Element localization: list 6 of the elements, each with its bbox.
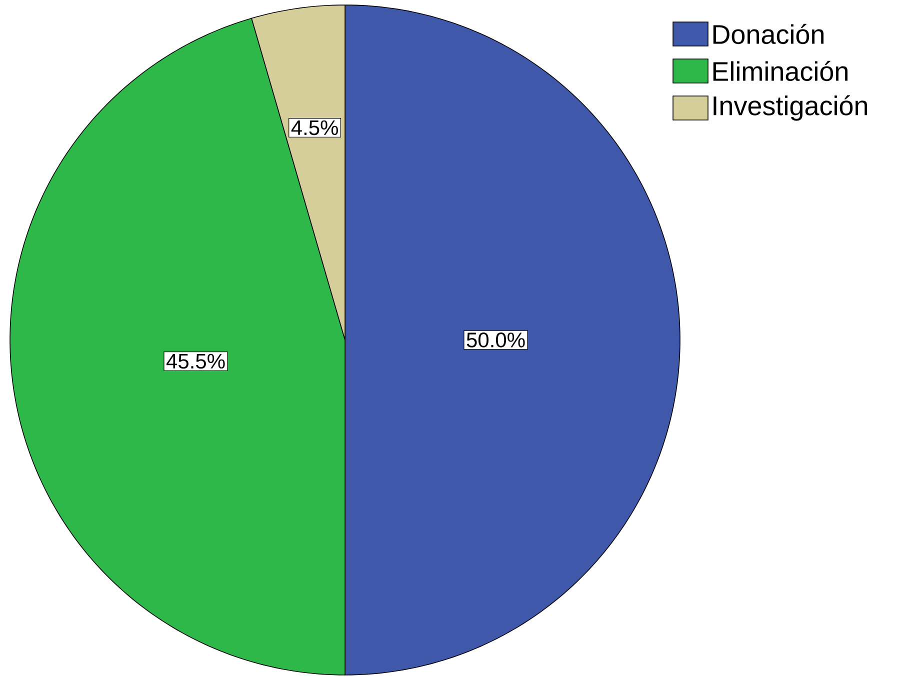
legend-label: Donación [713, 24, 824, 44]
data-label: 4.5% [291, 120, 338, 136]
legend-label: Eliminación [713, 60, 848, 82]
legend-label: Investigación [714, 95, 868, 121]
data-label: 45.5% [166, 354, 225, 369]
data-label: 50.0% [466, 332, 525, 348]
